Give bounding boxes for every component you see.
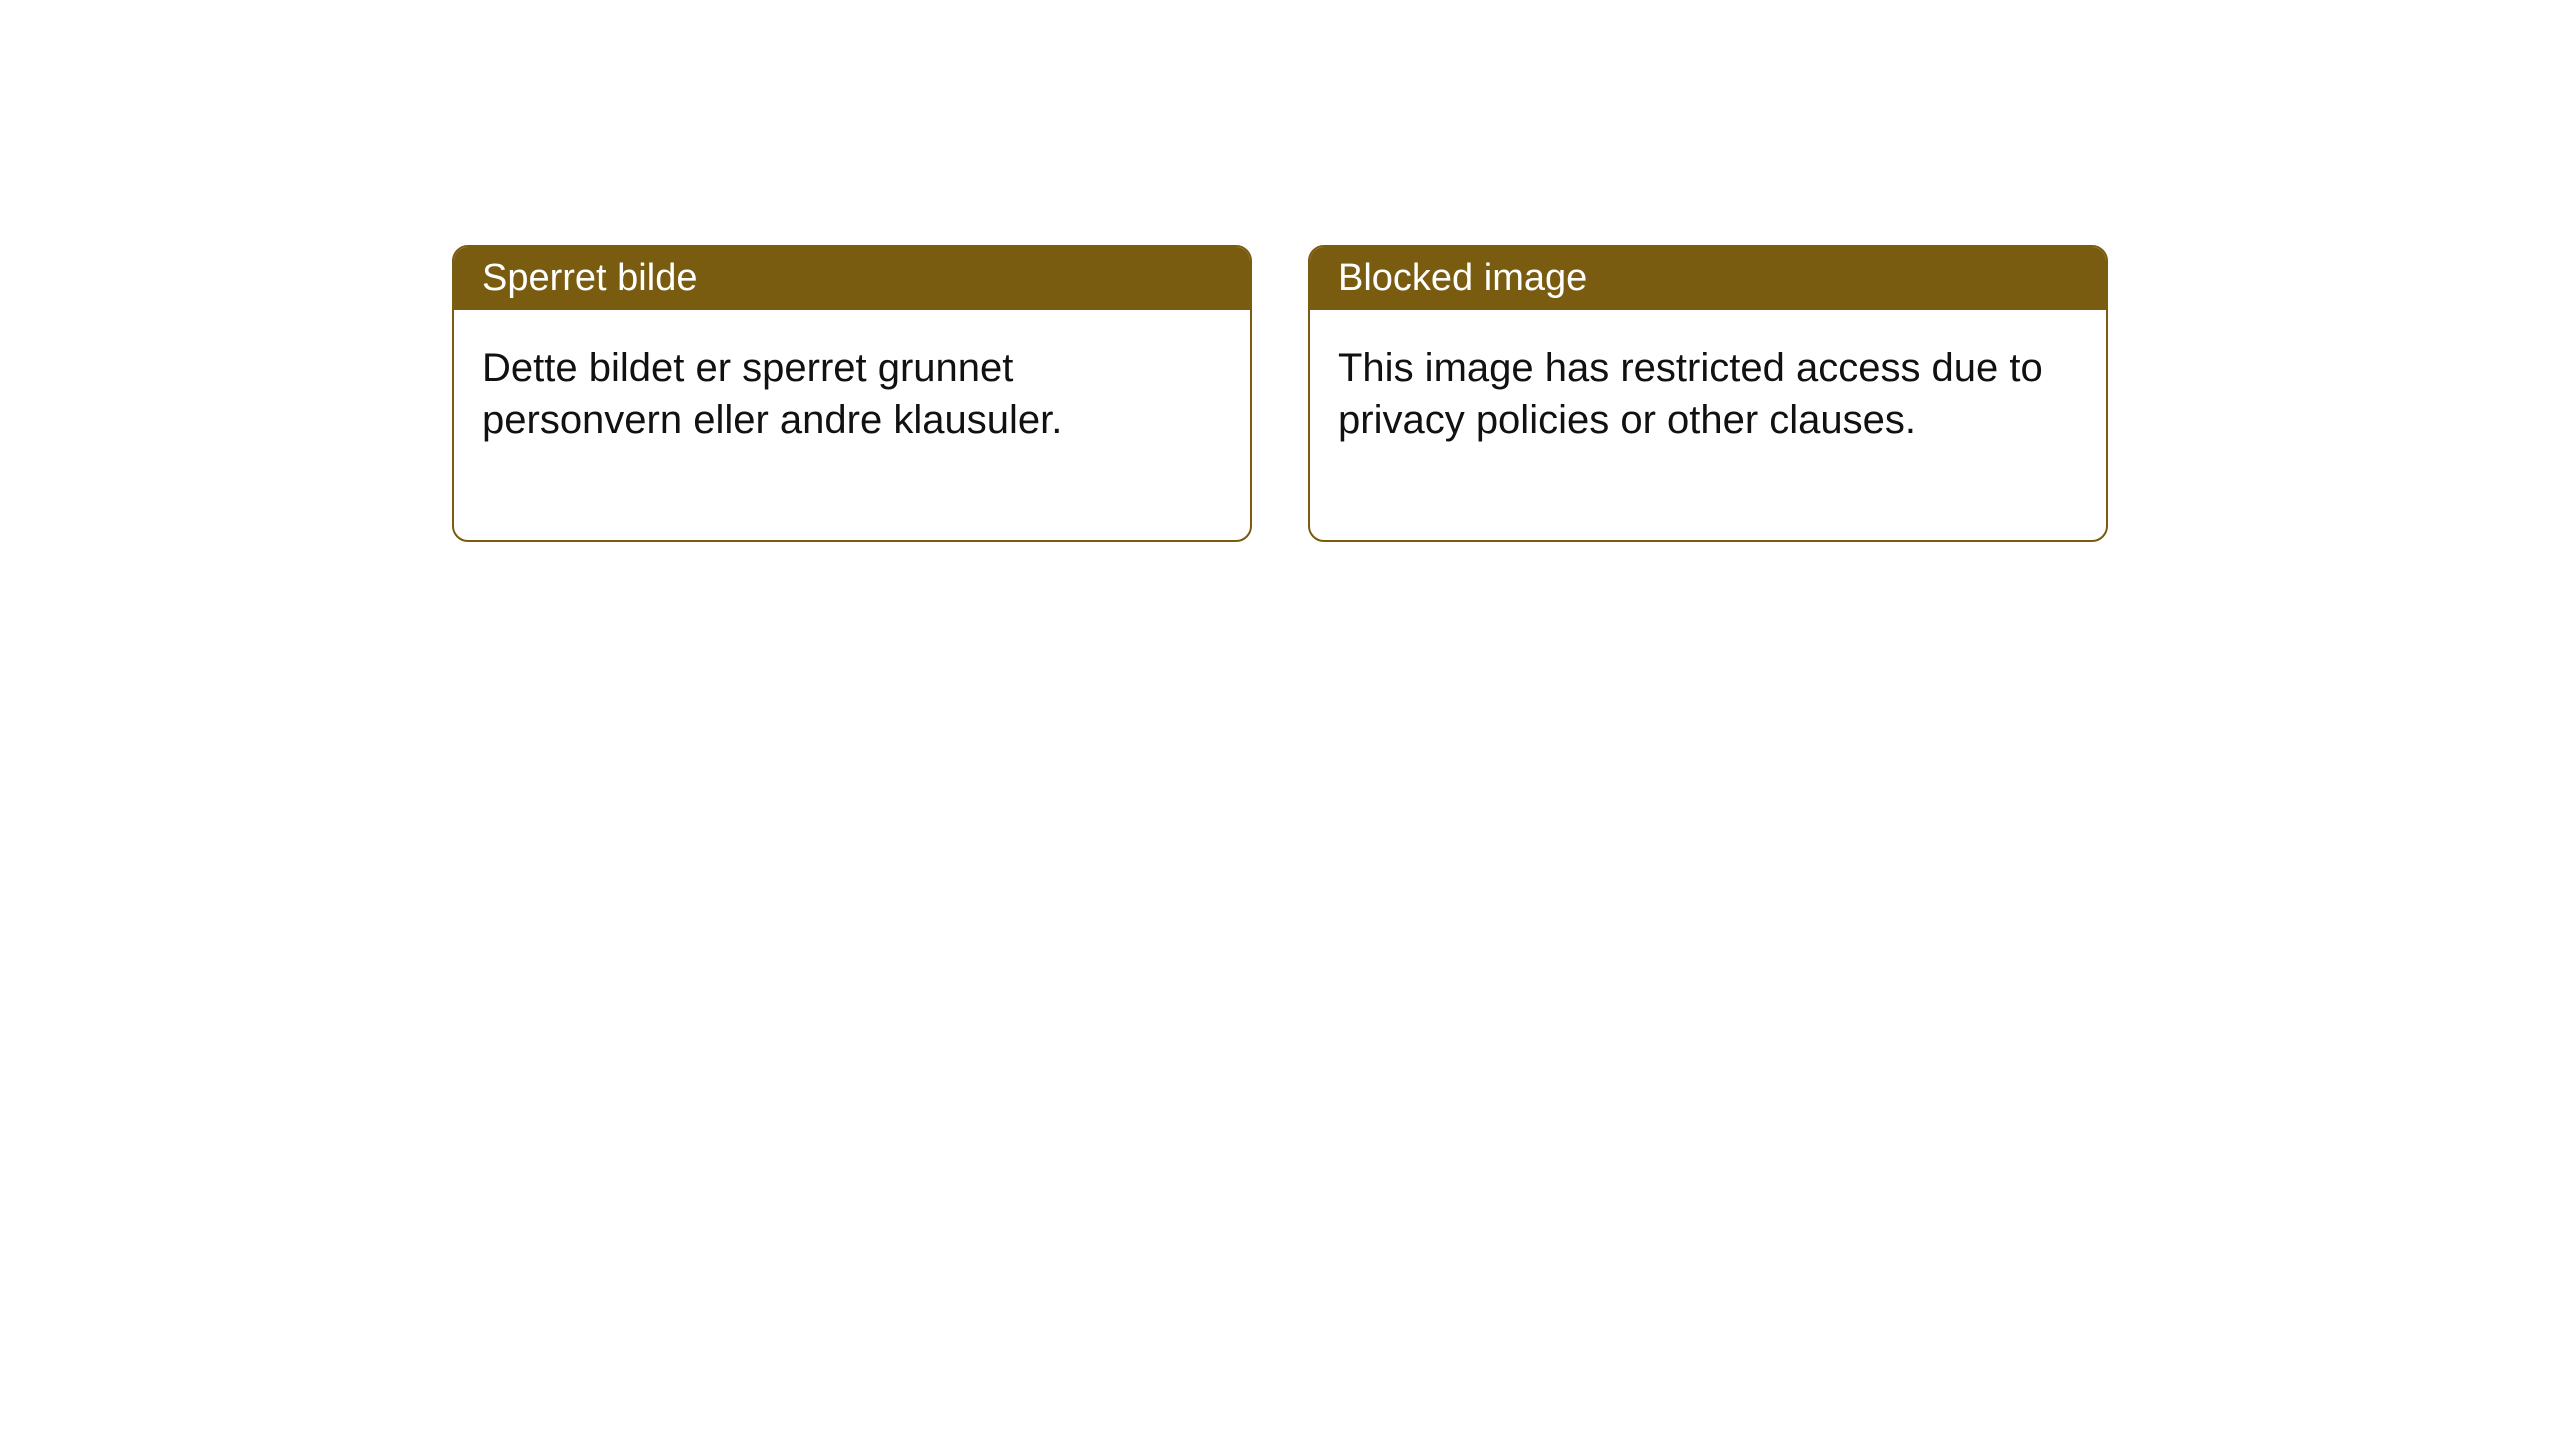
notice-body: This image has restricted access due to … xyxy=(1310,310,2106,540)
notice-box-english: Blocked image This image has restricted … xyxy=(1308,245,2108,542)
notice-header: Blocked image xyxy=(1310,247,2106,310)
notice-body: Dette bildet er sperret grunnet personve… xyxy=(454,310,1250,540)
notice-container: Sperret bilde Dette bildet er sperret gr… xyxy=(0,0,2560,542)
notice-header: Sperret bilde xyxy=(454,247,1250,310)
notice-box-norwegian: Sperret bilde Dette bildet er sperret gr… xyxy=(452,245,1252,542)
